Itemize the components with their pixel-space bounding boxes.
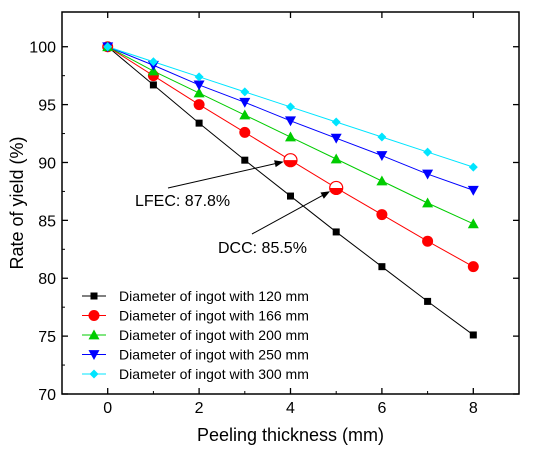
legend-marker-4 [88, 350, 100, 360]
series-3-point [422, 197, 434, 208]
x-tick-label: 0 [103, 400, 112, 417]
annotation-label-2: DCC: 85.5% [218, 240, 307, 257]
annotation-arrow-1 [167, 162, 277, 189]
series-3-point [467, 218, 479, 229]
legend-marker-2 [88, 310, 100, 321]
annotation-arrow-2 [251, 194, 325, 235]
series-1-point [149, 81, 157, 89]
series-2-point [239, 126, 251, 138]
series-5-point [194, 72, 204, 82]
annotation-label-1: LFEC: 87.8% [135, 193, 230, 210]
series-5-point [240, 87, 250, 97]
series-1-point [378, 263, 386, 271]
series-4-point [376, 151, 388, 162]
plot-layer [102, 41, 479, 339]
series-2-point [193, 99, 205, 111]
series-4-point [239, 97, 251, 108]
legend-label-4: Diameter of ingot with 250 mm [119, 347, 309, 363]
series-5-point [468, 162, 478, 172]
series-1-point [241, 156, 249, 164]
x-tick-label: 6 [377, 400, 386, 417]
series-5-point [103, 42, 113, 52]
highlight-fill-2 [329, 187, 343, 195]
x-axis-label: Peeling thickness (mm) [197, 425, 384, 445]
y-tick-label: 90 [38, 155, 56, 172]
legend-label-2: Diameter of ingot with 166 mm [119, 308, 309, 324]
x-tick-label: 8 [469, 400, 478, 417]
y-tick-label: 85 [38, 213, 56, 230]
series-3-point [376, 175, 388, 186]
series-3-point [193, 87, 205, 98]
legend-marker-1 [90, 292, 98, 300]
series-3-point [239, 109, 251, 120]
series-2-point [422, 235, 434, 247]
series-1-point [424, 297, 432, 305]
y-tick-label: 80 [38, 271, 56, 288]
x-tick-label: 2 [195, 400, 204, 417]
axes-layer: 0 2 4 6 8 70 75 80 85 90 95 100 [29, 12, 519, 417]
series-1-point [332, 228, 340, 236]
legend-marker-3 [88, 329, 100, 340]
series-4-point [285, 116, 296, 127]
series-1-point [287, 192, 294, 200]
y-tick-label: 70 [38, 387, 56, 404]
legend: Diameter of ingot with 120 mm Diameter of… [82, 288, 309, 382]
annotation-arrowhead-2 [320, 191, 331, 199]
annotation-layer: LFEC: 87.8% DCC: 85.5% [135, 153, 344, 257]
y-axis-label: Rate of yield (%) [7, 136, 27, 269]
x-tick-label: 4 [286, 400, 295, 417]
series-1-point [469, 331, 477, 339]
series-5-point [286, 102, 295, 112]
series-4-point [193, 80, 205, 91]
series-3-point [285, 131, 296, 142]
legend-label-5: Diameter of ingot with 300 mm [119, 366, 309, 382]
series-3-point [330, 153, 342, 164]
series-2-point [467, 261, 479, 273]
series-5-point [148, 57, 158, 67]
series-4-point [422, 169, 434, 180]
series-1-point [195, 119, 203, 127]
annotation-arrowhead-1 [274, 160, 284, 168]
series-4-point [467, 185, 479, 196]
y-tick-label: 100 [29, 40, 56, 57]
series-2-point [376, 209, 388, 221]
series-5-point [331, 117, 341, 127]
legend-marker-5 [89, 369, 99, 379]
y-tick-label: 75 [38, 329, 56, 346]
legend-label-3: Diameter of ingot with 200 mm [119, 327, 309, 343]
y-tick-label: 95 [38, 98, 56, 115]
series-5-point [423, 147, 433, 157]
legend-label-1: Diameter of ingot with 120 mm [119, 288, 309, 304]
series-4-point [330, 133, 342, 144]
series-5-point [377, 132, 387, 142]
highlight-fill-1 [284, 160, 297, 167]
